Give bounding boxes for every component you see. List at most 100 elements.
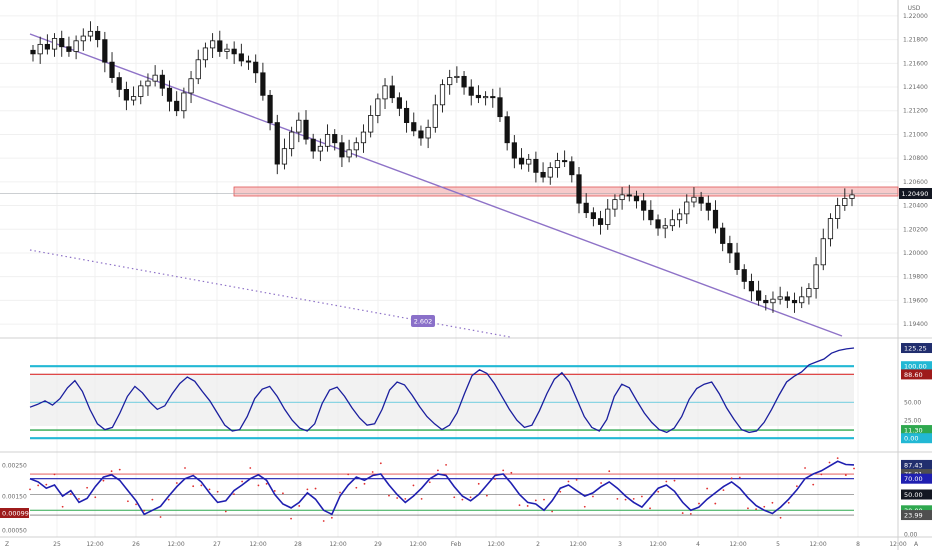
cci-value-badge bbox=[901, 369, 932, 380]
trendline-value-badge[interactable]: 2.602 bbox=[411, 315, 435, 327]
candle-up bbox=[324, 134, 331, 147]
candle-up bbox=[353, 142, 359, 151]
osc-value-badge-text: 70.00 bbox=[904, 475, 923, 483]
osc-dot bbox=[665, 480, 668, 483]
candle-up bbox=[526, 158, 532, 165]
osc-dot bbox=[485, 494, 488, 497]
dotted-trendline[interactable] bbox=[29, 249, 511, 338]
candle-up bbox=[820, 238, 826, 266]
candle-up bbox=[289, 131, 295, 150]
candle-down bbox=[741, 269, 747, 282]
osc-left-badge bbox=[0, 508, 29, 518]
osc-dot bbox=[135, 503, 137, 506]
osc-dot bbox=[738, 476, 741, 479]
osc-value-badge-text: 23.99 bbox=[904, 512, 923, 520]
candle-down bbox=[504, 116, 510, 144]
candle-up bbox=[130, 96, 137, 101]
osc-dot bbox=[420, 497, 423, 500]
candle-up bbox=[80, 35, 86, 42]
osc-dot bbox=[257, 484, 260, 487]
candle-up bbox=[799, 296, 805, 304]
osc-dot bbox=[600, 482, 602, 484]
candle-down bbox=[468, 86, 474, 96]
osc-dot bbox=[828, 461, 831, 464]
candle-up bbox=[73, 40, 79, 52]
osc-dot bbox=[649, 507, 651, 510]
price-tick-label: 1.20400 bbox=[903, 203, 928, 210]
osc-left-badge-text: 0.00099 bbox=[2, 510, 29, 518]
osc-dot bbox=[534, 499, 537, 502]
price-tick-label: 1.21800 bbox=[903, 37, 928, 44]
osc-dot bbox=[339, 491, 341, 494]
candle-down bbox=[44, 43, 50, 50]
time-tick-label: 12:00 bbox=[889, 541, 906, 548]
osc-dot bbox=[714, 502, 717, 505]
osc-left-axis: 0.00250 0.00150 0.00099 0.00050 bbox=[0, 463, 29, 535]
resistance-zone[interactable] bbox=[233, 186, 899, 197]
price-tick-label: 1.21200 bbox=[903, 108, 928, 115]
time-tick-label: 12:00 bbox=[487, 541, 504, 548]
price-axis[interactable]: 1.22000 1.21800 1.21600 1.21400 1.21200 1.210… bbox=[903, 13, 928, 328]
trendline-badge-bg bbox=[411, 315, 435, 327]
z-icon[interactable]: Z bbox=[5, 541, 9, 548]
candle-down bbox=[705, 202, 711, 211]
cci-value-badge-text: 0.00 bbox=[904, 435, 918, 443]
time-axis[interactable]: 25 12:00 26 12:00 27 12:00 28 12:00 29 12:00 Feb 12… bbox=[53, 541, 907, 548]
candle-down bbox=[59, 38, 65, 48]
candle-down bbox=[748, 281, 755, 292]
price-tick-label: 1.20000 bbox=[903, 250, 928, 257]
osc-dot bbox=[388, 494, 390, 497]
candle-up bbox=[210, 40, 216, 49]
osc-dot bbox=[640, 495, 643, 498]
osc-series-line bbox=[29, 460, 855, 516]
osc-value-badge-text: 87.43 bbox=[904, 461, 923, 469]
candle-down bbox=[403, 107, 410, 123]
candle-down bbox=[166, 87, 173, 102]
osc-left-tick-label: 0.00150 bbox=[2, 494, 27, 501]
osc-dot bbox=[184, 467, 186, 469]
osc-dot bbox=[836, 457, 839, 460]
osc-dot bbox=[779, 516, 782, 519]
candle-down bbox=[109, 61, 115, 78]
descending-trendline[interactable] bbox=[29, 33, 843, 337]
osc-dot bbox=[290, 517, 292, 520]
osc-dot bbox=[469, 496, 472, 499]
cci-tick-label: 50.00 bbox=[904, 400, 921, 407]
candle-down bbox=[641, 200, 647, 211]
candle-down bbox=[475, 94, 482, 99]
candle-up bbox=[684, 201, 690, 215]
candle-down bbox=[497, 97, 503, 118]
time-tick-label: 28 bbox=[294, 541, 302, 548]
candle-down bbox=[734, 252, 740, 270]
candle-down bbox=[698, 196, 704, 204]
current-price-badge-text: 1.20490 bbox=[902, 190, 929, 198]
osc-dots bbox=[29, 457, 855, 522]
candle-down bbox=[490, 96, 496, 99]
candle-up bbox=[432, 104, 438, 128]
osc-dot bbox=[583, 505, 586, 508]
time-tick-label: 29 bbox=[374, 541, 382, 548]
candle-down bbox=[332, 134, 338, 144]
cci-tick-label: 25.00 bbox=[904, 418, 921, 425]
osc-dot bbox=[110, 470, 113, 473]
osc-dot bbox=[853, 467, 855, 470]
osc-dot bbox=[355, 486, 358, 489]
osc-dot bbox=[404, 497, 407, 500]
candle-down bbox=[217, 40, 223, 52]
osc-dot bbox=[461, 498, 464, 501]
cci-line bbox=[29, 347, 855, 434]
osc-dot bbox=[330, 516, 333, 519]
trendline-badge-text: 2.602 bbox=[414, 318, 433, 326]
osc-tick-label: 0.00 bbox=[904, 532, 918, 539]
osc-dot bbox=[371, 471, 374, 473]
candle-down bbox=[533, 158, 539, 173]
time-tick-label: 12:00 bbox=[729, 541, 746, 548]
osc-dot bbox=[698, 502, 700, 505]
candle-down bbox=[274, 122, 280, 165]
a-icon[interactable]: A bbox=[914, 541, 919, 548]
osc-dot bbox=[118, 468, 121, 471]
osc-dot bbox=[543, 498, 545, 501]
